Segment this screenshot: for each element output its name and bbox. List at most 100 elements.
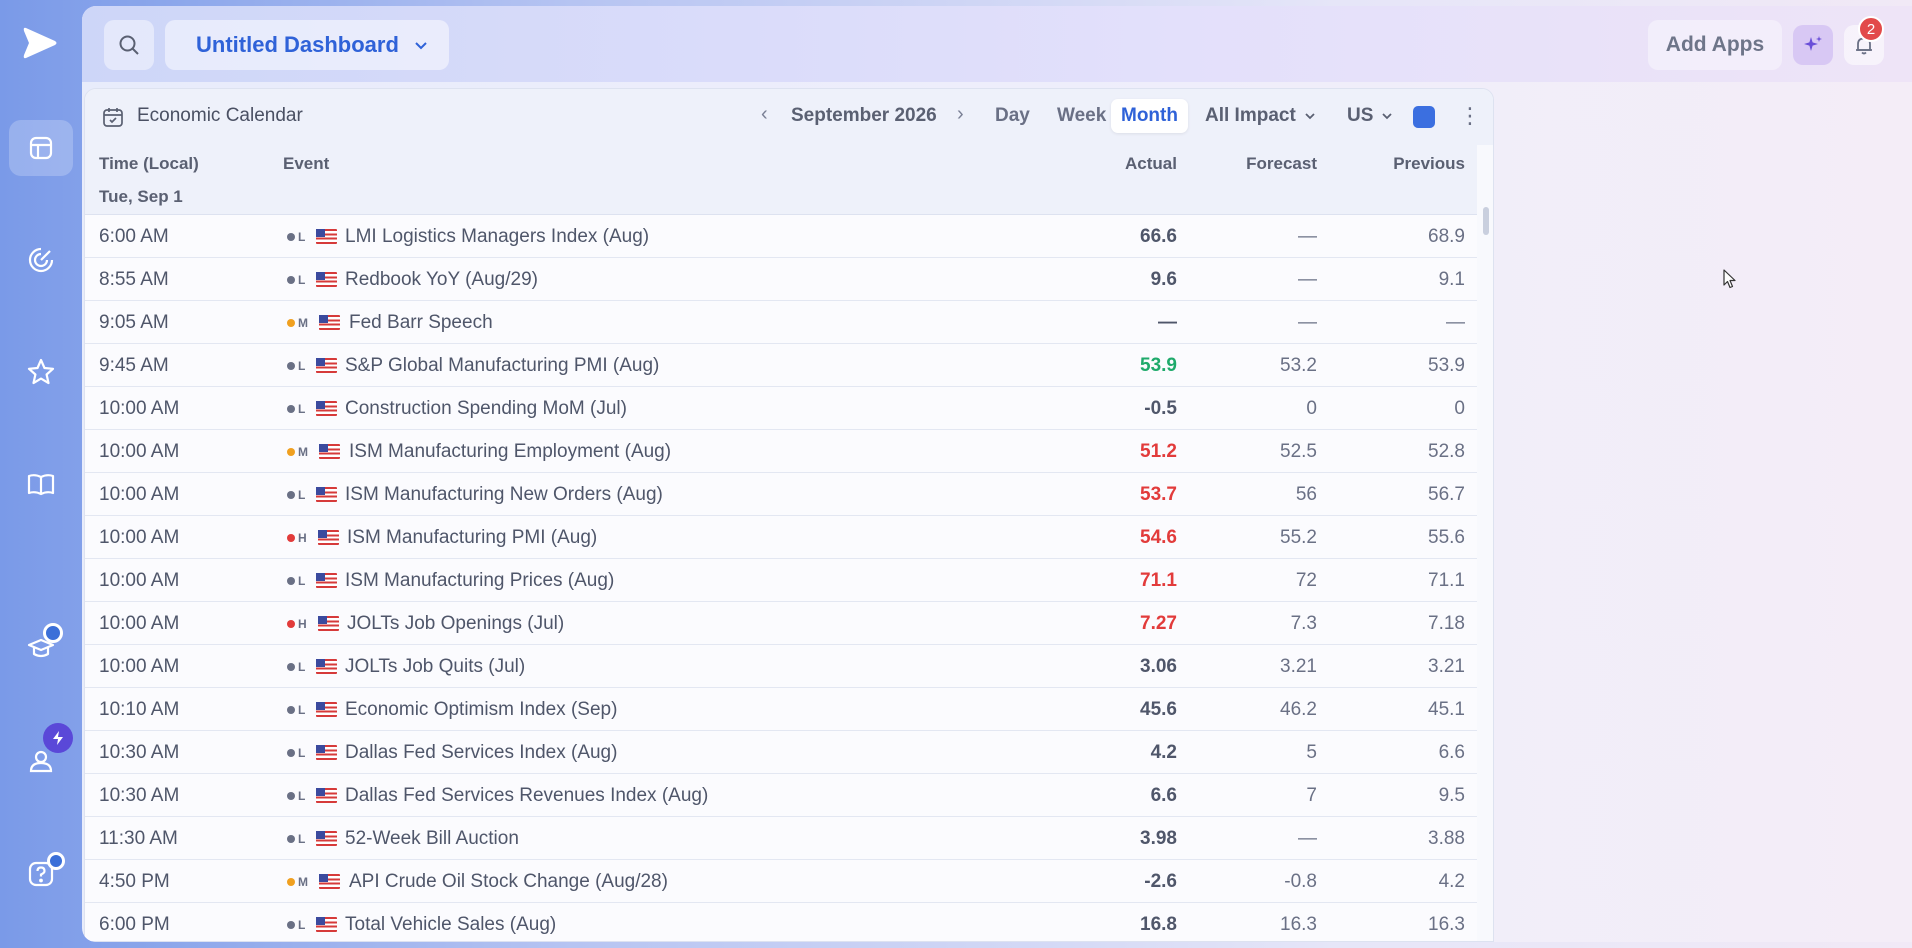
actual-value: 51.2 [1140, 441, 1177, 462]
event-name[interactable]: ISM Manufacturing Prices (Aug) [345, 570, 615, 591]
table-row[interactable]: 9:05 AM M Fed Barr Speech — — — [85, 301, 1477, 344]
dashboard-selector[interactable]: Untitled Dashboard [165, 20, 449, 70]
impact-level: L [298, 745, 306, 760]
column-actual[interactable]: Actual [1125, 154, 1177, 173]
country-filter-dropdown[interactable]: US [1347, 105, 1393, 127]
left-rail [0, 0, 80, 948]
event-name[interactable]: ISM Manufacturing PMI (Aug) [347, 527, 598, 548]
us-flag-icon [316, 831, 338, 846]
column-forecast[interactable]: Forecast [1246, 154, 1317, 173]
rail-learn-button[interactable] [9, 620, 73, 676]
event-name[interactable]: API Crude Oil Stock Change (Aug/28) [349, 871, 668, 892]
event-name[interactable]: JOLTs Job Openings (Jul) [347, 613, 565, 634]
impact-indicator: L [287, 788, 338, 803]
scrollbar-track[interactable] [1479, 209, 1493, 941]
impact-indicator: H [287, 616, 339, 631]
impact-level: M [298, 315, 308, 330]
ai-assistant-button[interactable] [1793, 25, 1833, 65]
table-row[interactable]: 10:30 AM L Dallas Fed Services Index (Aug)… [85, 731, 1477, 774]
actual-value: 16.8 [1140, 914, 1177, 935]
view-week-button[interactable]: Week [1057, 105, 1107, 126]
impact-dot-icon [287, 576, 295, 585]
impact-level: M [298, 874, 308, 889]
event-name[interactable]: S&P Global Manufacturing PMI (Aug) [345, 355, 660, 376]
us-flag-icon [316, 788, 338, 803]
table-row[interactable]: 10:10 AM L Economic Optimism Index (Sep) 45… [85, 688, 1477, 731]
impact-indicator: L [287, 401, 338, 416]
event-time: 9:05 AM [99, 312, 169, 333]
event-time: 11:30 AM [99, 828, 178, 849]
logo-icon[interactable] [22, 26, 58, 60]
table-row[interactable]: 10:00 AM L ISM Manufacturing Prices (Aug) 7… [85, 559, 1477, 602]
search-button[interactable] [104, 20, 154, 70]
previous-value: 71.1 [1428, 570, 1465, 591]
us-flag-icon [316, 272, 338, 287]
table-row[interactable]: 9:45 AM L S&P Global Manufacturing PMI (Au… [85, 344, 1477, 387]
impact-level: L [298, 272, 306, 287]
forecast-value: 3.21 [1280, 656, 1317, 677]
event-name[interactable]: JOLTs Job Quits (Jul) [345, 656, 526, 677]
scrollbar-thumb[interactable] [1483, 207, 1489, 235]
more-options-icon[interactable]: ⋮ [1459, 103, 1481, 128]
rail-favorites-button[interactable] [9, 344, 73, 400]
table-row[interactable]: 10:00 AM M ISM Manufacturing Employment (A… [85, 430, 1477, 473]
impact-dot-icon [287, 490, 295, 499]
add-apps-button[interactable]: Add Apps [1648, 20, 1782, 70]
forecast-value: — [1298, 226, 1317, 247]
table-row[interactable]: 6:00 PM L Total Vehicle Sales (Aug) 16.8 16.… [85, 903, 1477, 941]
rail-profile-button[interactable] [9, 732, 73, 788]
table-row[interactable]: 10:00 AM H JOLTs Job Openings (Jul) 7.27 7.3… [85, 602, 1477, 645]
search-icon [119, 35, 139, 55]
actual-value: 3.06 [1140, 656, 1177, 677]
previous-value: 16.3 [1428, 914, 1465, 935]
rail-library-button[interactable] [9, 456, 73, 512]
event-name[interactable]: Economic Optimism Index (Sep) [345, 699, 618, 720]
column-previous[interactable]: Previous [1393, 154, 1465, 173]
table-row[interactable]: 10:00 AM L Construction Spending MoM (Jul)… [85, 387, 1477, 430]
impact-dot-icon [287, 748, 295, 757]
radar-icon [28, 247, 54, 273]
rail-dashboard-button[interactable] [9, 120, 73, 176]
event-name[interactable]: 52-Week Bill Auction [345, 828, 519, 849]
impact-level: L [298, 702, 306, 717]
previous-value: 9.1 [1438, 269, 1465, 290]
column-time[interactable]: Time (Local) [99, 154, 199, 173]
table-row[interactable]: 10:00 AM L JOLTs Job Quits (Jul) 3.06 3.21 3.… [85, 645, 1477, 688]
event-time: 8:55 AM [99, 269, 169, 290]
table-row[interactable]: 10:00 AM L ISM Manufacturing New Orders (A… [85, 473, 1477, 516]
event-name[interactable]: Redbook YoY (Aug/29) [345, 269, 538, 290]
event-name[interactable]: Construction Spending MoM (Jul) [345, 398, 627, 419]
next-month-button[interactable]: › [957, 103, 964, 125]
view-day-button[interactable]: Day [995, 105, 1030, 126]
actual-value: 9.6 [1150, 269, 1177, 290]
table-row[interactable]: 8:55 AM L Redbook YoY (Aug/29) 9.6 — 9.1 [85, 258, 1477, 301]
prev-month-button[interactable]: ‹ [761, 103, 768, 125]
table-row[interactable]: 10:30 AM L Dallas Fed Services Revenues In… [85, 774, 1477, 817]
main-panel: Untitled Dashboard Add Apps 2 Economic C… [82, 6, 1912, 942]
column-event[interactable]: Event [283, 154, 330, 173]
table-row[interactable]: 6:00 AM L LMI Logistics Managers Index (Au… [85, 215, 1477, 258]
event-name[interactable]: Fed Barr Speech [349, 312, 493, 333]
actual-value: 45.6 [1140, 699, 1177, 720]
impact-level: L [298, 573, 306, 588]
event-name[interactable]: ISM Manufacturing New Orders (Aug) [345, 484, 663, 505]
event-name[interactable]: Dallas Fed Services Index (Aug) [345, 742, 618, 763]
calendar-icon [103, 108, 123, 127]
event-name[interactable]: Dallas Fed Services Revenues Index (Aug) [345, 785, 709, 806]
us-flag-icon [316, 487, 338, 502]
event-name[interactable]: Total Vehicle Sales (Aug) [345, 914, 557, 935]
event-time: 10:00 AM [99, 527, 180, 548]
table-row[interactable]: 10:00 AM H ISM Manufacturing PMI (Aug) 54.6… [85, 516, 1477, 559]
help-icon [28, 861, 54, 887]
us-flag-icon [316, 745, 338, 760]
table-row[interactable]: 4:50 PM M API Crude Oil Stock Change (Aug/… [85, 860, 1477, 903]
widget-color-swatch[interactable] [1413, 106, 1435, 128]
event-name[interactable]: ISM Manufacturing Employment (Aug) [349, 441, 672, 462]
rail-radar-button[interactable] [9, 232, 73, 288]
rail-help-button[interactable] [9, 846, 73, 902]
impact-dot-icon [287, 920, 295, 929]
impact-filter-dropdown[interactable]: All Impact [1205, 105, 1316, 127]
view-month-button[interactable]: Month [1111, 99, 1188, 133]
table-row[interactable]: 11:30 AM L 52-Week Bill Auction 3.98 — 3.88 [85, 817, 1477, 860]
event-name[interactable]: LMI Logistics Managers Index (Aug) [345, 226, 650, 247]
